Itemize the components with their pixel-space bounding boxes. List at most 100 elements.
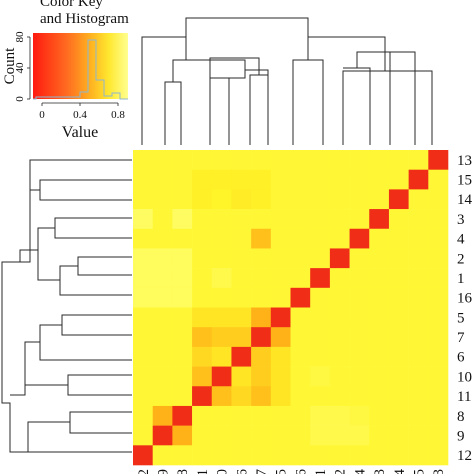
heatmap-cell (428, 346, 449, 367)
color-key-ylabel: Count (2, 47, 18, 85)
heatmap-cell (211, 169, 232, 190)
heatmap-cell (310, 228, 331, 249)
heatmap-cell (192, 248, 213, 269)
heatmap-cell (192, 425, 213, 446)
heatmap-cell (310, 189, 331, 210)
row-dendrogram-branch (10, 314, 132, 396)
heatmap-cell (231, 248, 252, 269)
row-dendrogram-branch (19, 217, 132, 262)
color-key-title-line2: and Histogram (40, 11, 129, 27)
heatmap-cell (408, 327, 429, 348)
heatmap-cell (211, 248, 232, 269)
heatmap-cell (152, 386, 173, 407)
heatmap-cell (231, 445, 252, 466)
heatmap-cell (310, 346, 331, 367)
heatmap-cell (408, 445, 429, 466)
heatmap-cell (270, 405, 291, 426)
heatmap-cell (369, 386, 390, 407)
heatmap-cell (270, 327, 291, 348)
heatmap-cell (369, 228, 390, 249)
heatmap-cell (408, 287, 429, 308)
heatmap-cell (428, 287, 449, 308)
heatmap-cell (369, 327, 390, 348)
heatmap-cell (369, 405, 390, 426)
row-dendrogram-branch (27, 411, 132, 452)
heatmap-cell (251, 169, 272, 190)
heatmap-cell (388, 386, 409, 407)
heatmap-cell (329, 228, 350, 249)
heatmap-cell (388, 445, 409, 466)
column-label: 13 (431, 469, 447, 474)
heatmap-cell (231, 189, 252, 210)
heatmap-cell (172, 248, 193, 269)
heatmap-cell (310, 287, 331, 308)
column-dendrogram (141, 17, 433, 145)
heatmap-cell (408, 268, 429, 289)
heatmap-cell (388, 189, 409, 210)
row-label: 11 (457, 389, 471, 405)
heatmap-cell (290, 228, 311, 249)
heatmap-cell (388, 346, 409, 367)
heatmap-cell (231, 386, 252, 407)
heatmap-cell (388, 425, 409, 446)
row-label: 10 (457, 369, 472, 385)
heatmap-cell (251, 268, 272, 289)
heatmap-cell (329, 445, 350, 466)
heatmap-cell (369, 169, 390, 190)
heatmap-cell (192, 287, 213, 308)
heatmap-cell (408, 169, 429, 190)
heatmap-cell (329, 425, 350, 446)
heatmap-cell (369, 307, 390, 328)
heatmap-cell (329, 346, 350, 367)
heatmap-cell (133, 366, 153, 387)
row-dendrogram-branch (37, 250, 132, 296)
heatmap-cell (211, 268, 232, 289)
color-key-histogram (33, 39, 128, 100)
heatmap-cell (133, 169, 153, 190)
heatmap-cell (270, 366, 291, 387)
heatmap-cell (231, 366, 252, 387)
row-label: 13 (457, 153, 472, 169)
row-label: 15 (457, 173, 472, 189)
heatmap-cell (270, 169, 291, 190)
heatmap-cell (428, 425, 449, 446)
heatmap-cell (231, 150, 252, 170)
heatmap-cell (152, 209, 173, 230)
heatmap-cell (192, 268, 213, 289)
heatmap-cell (251, 366, 272, 387)
heatmap-cell (349, 248, 370, 269)
heatmap-cell (428, 248, 449, 269)
column-labels: 12981110675161243141513 (136, 469, 447, 474)
color-key-xtick-label: 0 (39, 109, 45, 121)
heatmap-cell (388, 405, 409, 426)
color-key-title-line1: Color Key (40, 0, 103, 10)
heatmap-cell (251, 189, 272, 210)
column-dendrogram-branch (343, 51, 416, 145)
heatmap-cell (270, 189, 291, 210)
heatmap-cell (192, 327, 213, 348)
heatmap-cell (211, 307, 232, 328)
column-label: 6 (234, 469, 250, 474)
heatmap-cell (428, 366, 449, 387)
heatmap-cell (329, 268, 350, 289)
heatmap-cell (428, 307, 449, 328)
heatmap-cell (192, 445, 213, 466)
color-key-gradient (33, 33, 128, 99)
heatmap-cell (152, 327, 173, 348)
heatmap-cell (310, 405, 331, 426)
heatmap-cell (192, 346, 213, 367)
heatmap-cell (408, 189, 429, 210)
row-label: 12 (457, 448, 472, 464)
heatmap-cell (310, 307, 331, 328)
heatmap-cell (152, 405, 173, 426)
heatmap-cell (192, 307, 213, 328)
heatmap-cell (290, 307, 311, 328)
heatmap-cell (408, 425, 429, 446)
heatmap-cell (388, 327, 409, 348)
heatmap-cell (270, 346, 291, 367)
heatmap-cell (270, 425, 291, 446)
heatmap-cell (211, 405, 232, 426)
heatmap-cell (172, 268, 193, 289)
heatmap-cell (428, 268, 449, 289)
heatmap-cell (329, 307, 350, 328)
